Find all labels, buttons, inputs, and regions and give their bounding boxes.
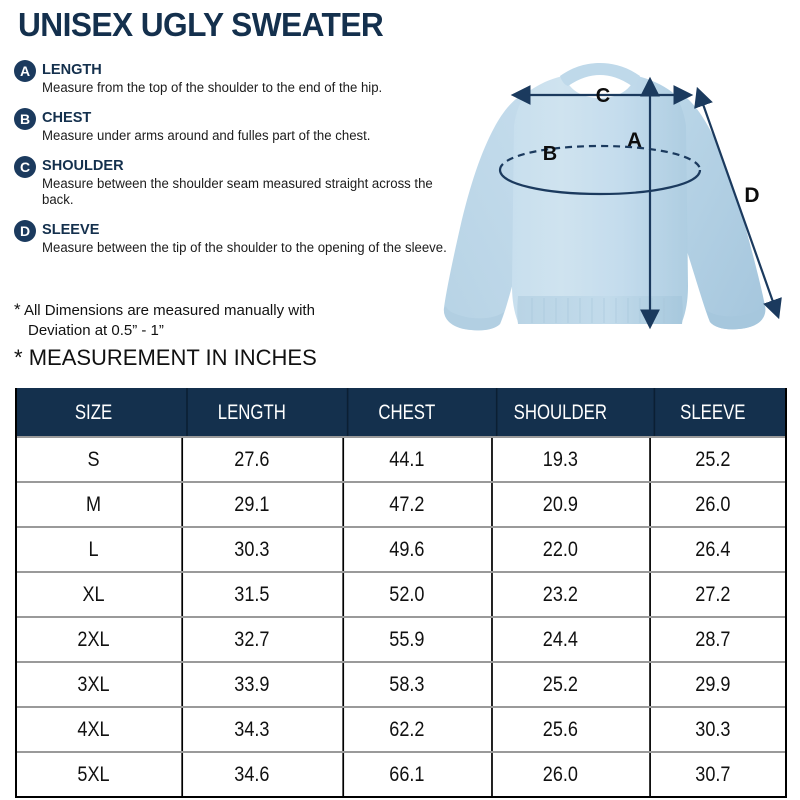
cell-shoulder: 25.2 xyxy=(491,663,628,706)
table-row: M 29.1 47.2 20.9 26.0 xyxy=(17,481,785,526)
measurement-legend: A LENGTH Measure from the top of the sho… xyxy=(14,60,464,280)
cell-chest: 49.6 xyxy=(342,528,469,571)
cell-sleeve: 28.7 xyxy=(649,618,775,661)
unit-note-text: MEASUREMENT IN INCHES xyxy=(28,345,317,370)
cell-shoulder: 23.2 xyxy=(491,573,628,616)
cell-chest: 62.2 xyxy=(342,708,469,751)
cell-length: 30.3 xyxy=(181,528,320,571)
asterisk-icon-large: * xyxy=(14,345,23,370)
deviation-note: * All Dimensions are measured manually w… xyxy=(14,300,434,341)
cell-size: 5XL xyxy=(77,763,110,786)
badge-b-icon: B xyxy=(14,108,36,130)
unit-note: * MEASUREMENT IN INCHES xyxy=(14,345,317,371)
deviation-note-line2: Deviation at 0.5” - 1” xyxy=(28,322,164,339)
cell-size: 4XL xyxy=(77,718,110,741)
badge-d-icon: D xyxy=(14,220,36,242)
sweater-hem-rib xyxy=(517,296,683,324)
page-title: UNISEX UGLY SWEATER xyxy=(18,6,384,43)
cell-shoulder: 19.3 xyxy=(491,438,628,481)
table-row: 3XL 33.9 58.3 25.2 29.9 xyxy=(17,661,785,706)
cell-sleeve: 26.0 xyxy=(649,483,775,526)
legend-title-length: LENGTH xyxy=(42,61,102,78)
cell-sleeve: 26.4 xyxy=(649,528,775,571)
table-header-sleeve: SLEEVE xyxy=(653,388,771,436)
badge-a-icon: A xyxy=(14,60,36,82)
table-row: 2XL 32.7 55.9 24.4 28.7 xyxy=(17,616,785,661)
cell-shoulder: 24.4 xyxy=(491,618,628,661)
legend-title-chest: CHEST xyxy=(42,109,92,126)
table-row: XL 31.5 52.0 23.2 27.2 xyxy=(17,571,785,616)
table-header-shoulder: SHOULDER xyxy=(495,388,623,436)
legend-desc-sleeve: Measure between the tip of the shoulder … xyxy=(42,240,447,255)
deviation-note-line1: All Dimensions are measured manually wit… xyxy=(23,302,315,319)
chest-label-b: B xyxy=(543,143,557,165)
table-row: S 27.6 44.1 19.3 25.2 xyxy=(17,436,785,481)
sweater-collar xyxy=(560,63,640,86)
legend-item-length: A LENGTH Measure from the top of the sho… xyxy=(14,60,464,104)
cell-size: M xyxy=(85,493,102,516)
table-header-row: SIZE LENGTH CHEST SHOULDER SLEEVE xyxy=(17,388,785,436)
chest-ellipse-solid-bottom xyxy=(498,169,702,196)
legend-desc-chest: Measure under arms around and fulles par… xyxy=(42,128,371,143)
legend-item-chest: B CHEST Measure under arms around and fu… xyxy=(14,108,464,152)
cell-length: 32.7 xyxy=(181,618,320,661)
cell-chest: 55.9 xyxy=(342,618,469,661)
sleeve-label-d: D xyxy=(744,184,759,207)
cell-shoulder: 22.0 xyxy=(491,528,628,571)
sweater-diagram-svg: C A B D xyxy=(443,63,782,331)
cell-sleeve: 29.9 xyxy=(649,663,775,706)
cell-chest: 58.3 xyxy=(342,663,469,706)
size-table: SIZE LENGTH CHEST SHOULDER SLEEVE S 27.6… xyxy=(15,388,787,798)
cell-chest: 66.1 xyxy=(342,753,469,796)
table-header-chest: CHEST xyxy=(346,388,465,436)
sleeve-measure-arrow xyxy=(694,86,782,320)
cell-sleeve: 30.3 xyxy=(649,708,775,751)
badge-c-icon: C xyxy=(14,156,36,178)
cell-length: 27.6 xyxy=(181,438,320,481)
table-header-length: LENGTH xyxy=(186,388,316,436)
cell-chest: 44.1 xyxy=(342,438,469,481)
cell-size: 3XL xyxy=(77,673,110,696)
cell-length: 29.1 xyxy=(181,483,320,526)
legend-title-shoulder: SHOULDER xyxy=(42,157,124,174)
legend-desc-shoulder: Measure between the shoulder seam measur… xyxy=(42,176,433,207)
cell-size: L xyxy=(88,538,99,561)
cell-length: 31.5 xyxy=(181,573,320,616)
cell-size: XL xyxy=(82,583,105,606)
cell-shoulder: 20.9 xyxy=(491,483,628,526)
table-header-size: SIZE xyxy=(74,400,113,424)
cell-length: 34.6 xyxy=(181,753,320,796)
cell-length: 34.3 xyxy=(181,708,320,751)
cell-shoulder: 26.0 xyxy=(491,753,628,796)
table-row: L 30.3 49.6 22.0 26.4 xyxy=(17,526,785,571)
cell-size: 2XL xyxy=(77,628,110,651)
cell-chest: 52.0 xyxy=(342,573,469,616)
table-row: 4XL 34.3 62.2 25.6 30.3 xyxy=(17,706,785,751)
legend-item-sleeve: D SLEEVE Measure between the tip of the … xyxy=(14,220,464,276)
sweater-body xyxy=(512,72,688,322)
cell-size: S xyxy=(87,448,100,471)
legend-item-shoulder: C SHOULDER Measure between the shoulder … xyxy=(14,156,464,216)
legend-title-sleeve: SLEEVE xyxy=(42,221,100,238)
cell-sleeve: 27.2 xyxy=(649,573,775,616)
chest-ellipse-dashed-top xyxy=(498,144,702,171)
legend-desc-length: Measure from the top of the shoulder to … xyxy=(42,80,383,95)
shoulder-label-c: C xyxy=(596,85,610,107)
sweater-illustration: C A B D xyxy=(440,50,800,380)
cell-sleeve: 30.7 xyxy=(649,753,775,796)
cell-sleeve: 25.2 xyxy=(649,438,775,481)
cell-shoulder: 25.6 xyxy=(491,708,628,751)
asterisk-icon: * xyxy=(14,300,21,319)
cell-length: 33.9 xyxy=(181,663,320,706)
table-row: 5XL 34.6 66.1 26.0 30.7 xyxy=(17,751,785,796)
cell-chest: 47.2 xyxy=(342,483,469,526)
rib-texture xyxy=(531,298,665,323)
sweater-left-cuff xyxy=(443,306,504,331)
